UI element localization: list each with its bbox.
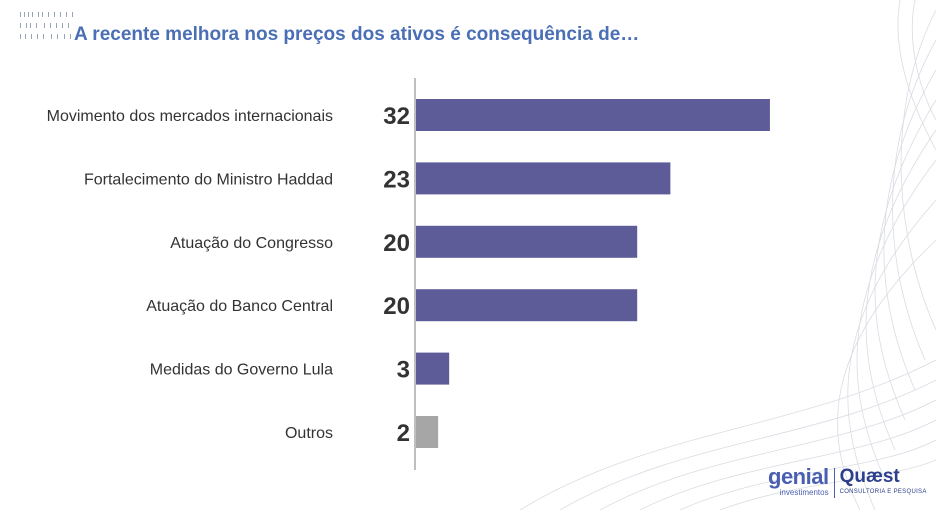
data-label: 2 (397, 420, 410, 447)
decorative-tick-marks (20, 12, 73, 39)
data-label: 20 (383, 230, 410, 257)
category-label: Atuação do Congresso (170, 235, 333, 252)
data-label: 3 (397, 357, 410, 384)
bar (416, 99, 770, 131)
category-label: Fortalecimento do Ministro Haddad (84, 171, 333, 188)
category-label: Atuação do Banco Central (146, 298, 333, 315)
quaest-logo: Quæst CONSULTORIA E PESQUISA (840, 466, 927, 497)
data-label: 32 (383, 103, 410, 130)
quaest-logo-subtext: CONSULTORIA E PESQUISA (839, 489, 927, 495)
genial-logo-subtext: investimentos (779, 488, 829, 497)
category-label: Movimento dos mercados internacionais (47, 108, 333, 125)
genial-logo: genial investimentos (768, 464, 829, 498)
category-label: Medidas do Governo Lula (150, 362, 333, 379)
bar (416, 225, 638, 258)
bar (416, 289, 638, 322)
category-label: Outros (285, 425, 333, 442)
logo-divider (833, 468, 835, 498)
chart-title: A recente melhora nos preços dos ativos … (74, 24, 640, 45)
footer-logos: genial investimentos Quæst CONSULTORIA E… (768, 466, 927, 502)
bar (416, 352, 450, 385)
quaest-logo-text: Quæst (839, 466, 900, 487)
genial-logo-text: genial (768, 464, 829, 489)
bar (416, 162, 671, 195)
data-label: 23 (383, 166, 410, 193)
bar (416, 416, 439, 448)
data-label: 20 (383, 293, 410, 320)
